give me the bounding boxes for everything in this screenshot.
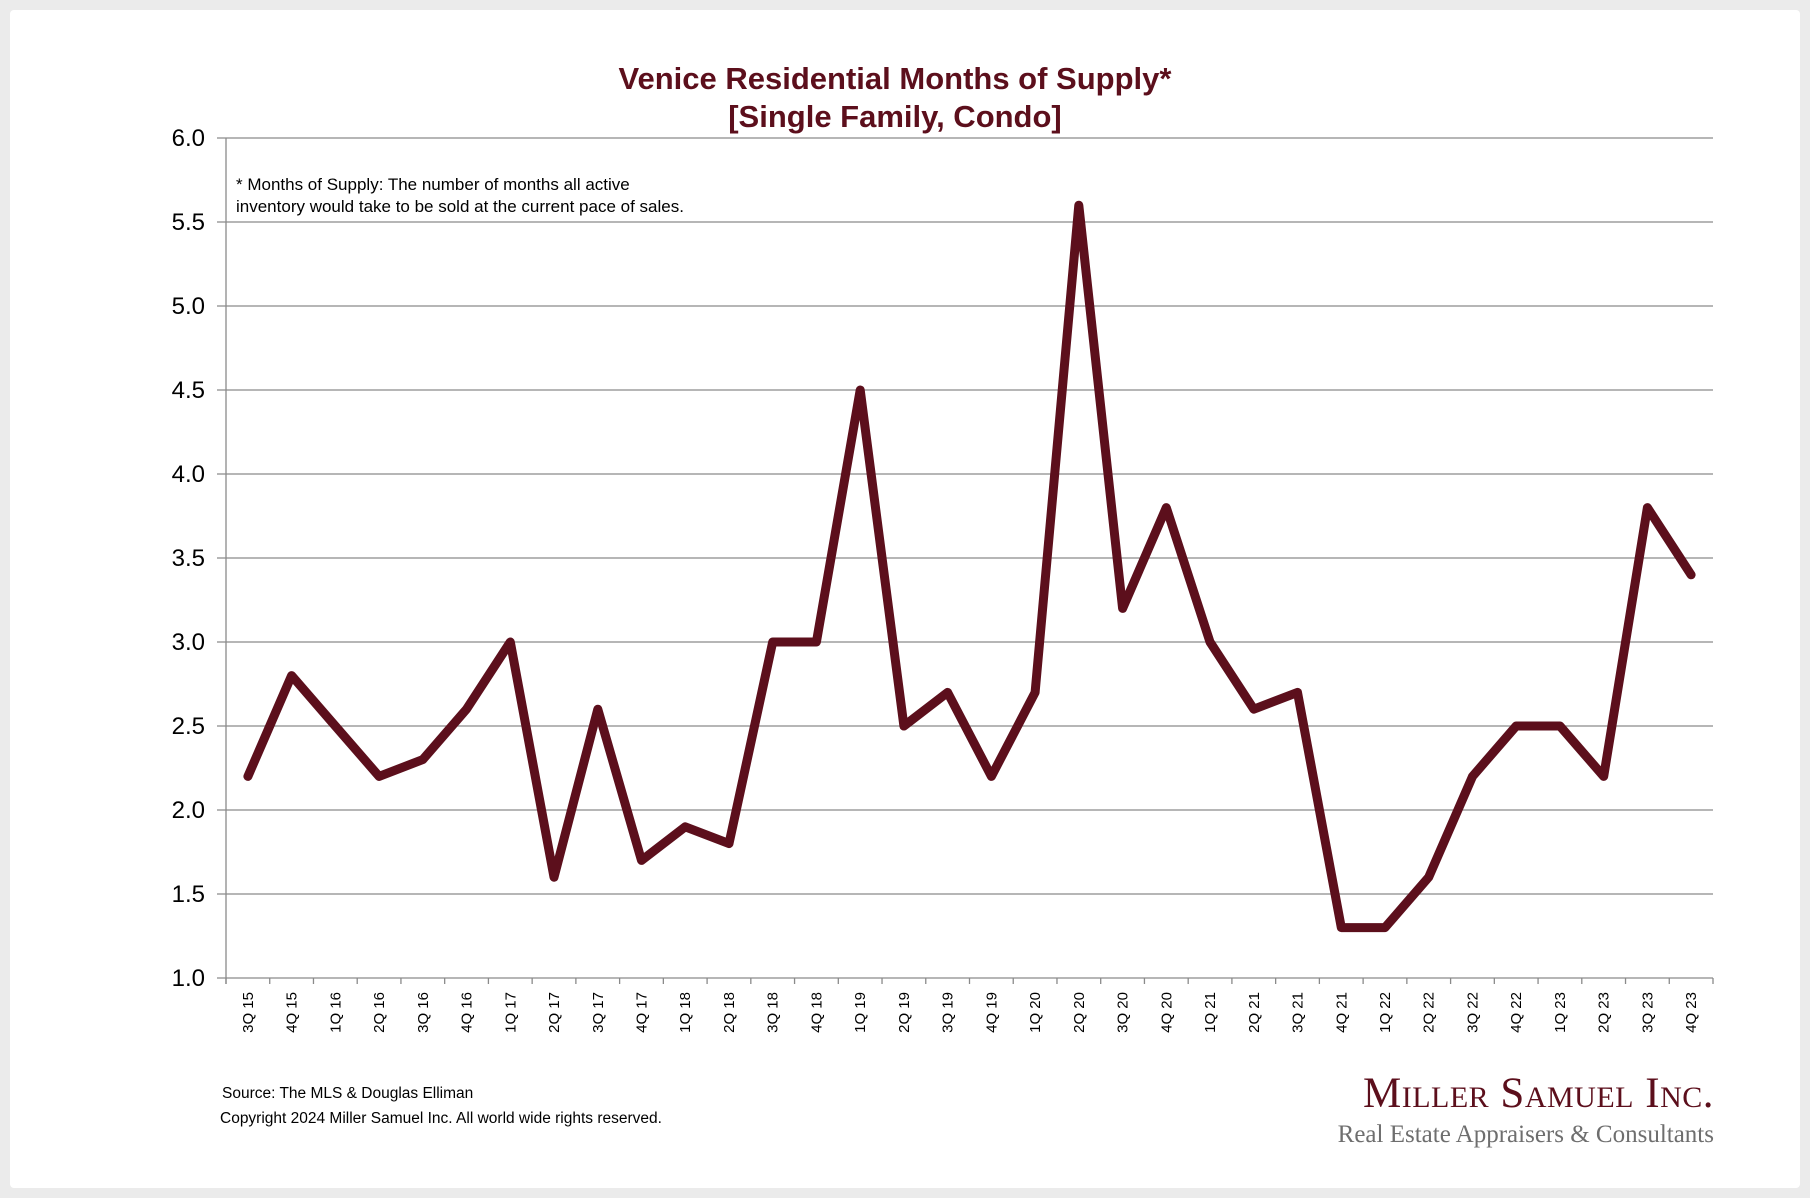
y-tick-label: 5.0 [172, 293, 205, 320]
x-tick-label: 1Q 20 [1027, 992, 1044, 1033]
x-axis: 3Q 15 4Q 15 1Q 16 2Q 16 3Q 16 4Q 16 1Q 17 2Q 17… [225, 978, 1714, 1033]
x-tick-label: 2Q 21 [1246, 992, 1263, 1033]
x-tick-label: 3Q 22 [1464, 992, 1481, 1033]
y-tick-label: 1.0 [172, 965, 205, 992]
series-layer [243, 200, 1696, 933]
chart-subtitle: [Single Family, Condo] [728, 99, 1062, 134]
x-tick-label: 2Q 17 [546, 992, 563, 1033]
x-tick-label: 1Q 17 [502, 992, 519, 1033]
x-tick-label: 2Q 16 [371, 992, 388, 1033]
x-tick-label: 4Q 17 [633, 992, 650, 1033]
company-logo: Miller Samuel Inc. Real Estate Appraiser… [1338, 1070, 1714, 1152]
x-tick-label: 3Q 19 [940, 992, 957, 1033]
x-tick-label: 1Q 18 [677, 992, 694, 1033]
x-tick-label: 4Q 20 [1158, 992, 1175, 1033]
x-tick-label: 4Q 19 [983, 992, 1000, 1033]
x-tick-label: 4Q 15 [284, 992, 301, 1033]
x-tick-label: 4Q 21 [1333, 992, 1350, 1033]
months-of-supply-note: * Months of Supply: The number of months… [236, 174, 684, 218]
y-tick-label: 5.5 [172, 209, 205, 236]
x-tick-label: 2Q 19 [896, 992, 913, 1033]
source-text: Source: The MLS & Douglas Elliman [222, 1085, 474, 1102]
y-tick-label: 3.0 [172, 629, 205, 656]
y-tick-label: 2.0 [172, 797, 205, 824]
x-tick-label: 1Q 23 [1552, 992, 1569, 1033]
x-tick-label: 2Q 23 [1596, 992, 1613, 1033]
y-tick-label: 4.0 [172, 461, 205, 488]
note-line-1: * Months of Supply: The number of months… [236, 175, 630, 194]
x-tick-label: 1Q 19 [852, 992, 869, 1033]
copyright-text: Copyright 2024 Miller Samuel Inc. All wo… [220, 1110, 662, 1127]
y-tick-label: 2.5 [172, 713, 205, 740]
note-line-2: inventory would take to be sold at the c… [236, 197, 684, 216]
y-tick-label: 1.5 [172, 881, 205, 908]
x-tick-label: 2Q 22 [1421, 992, 1438, 1033]
y-tick-label: 4.5 [172, 377, 205, 404]
logo-tagline: Real Estate Appraisers & Consultants [1337, 1121, 1714, 1148]
gridlines [217, 137, 1713, 979]
x-tick-label: 2Q 20 [1071, 992, 1088, 1033]
x-tick-label: 3Q 18 [765, 992, 782, 1033]
x-tick-label: 3Q 21 [1290, 992, 1307, 1033]
x-tick-label: 4Q 16 [459, 992, 476, 1033]
x-tick-label: 3Q 16 [415, 992, 432, 1033]
series-line [243, 200, 1696, 933]
x-tick-label: 4Q 23 [1683, 992, 1700, 1033]
x-tick-label: 1Q 16 [327, 992, 344, 1033]
x-tick-label: 1Q 22 [1377, 992, 1394, 1033]
x-tick-label: 4Q 18 [808, 992, 825, 1033]
chart-title: Venice Residential Months of Supply* [618, 61, 1172, 96]
x-tick-label: 4Q 22 [1508, 992, 1525, 1033]
logo-name: Miller Samuel Inc. [1362, 1070, 1714, 1117]
x-tick-label: 3Q 23 [1639, 992, 1656, 1033]
x-tick-label: 2Q 18 [721, 992, 738, 1033]
y-tick-label: 6.0 [172, 125, 205, 152]
x-tick-label: 3Q 17 [590, 992, 607, 1033]
x-tick-label: 3Q 15 [240, 992, 257, 1033]
x-tick-label: 3Q 20 [1115, 992, 1132, 1033]
y-tick-label: 3.5 [172, 545, 205, 572]
x-tick-label: 1Q 21 [1202, 992, 1219, 1033]
chart-panel: Venice Residential Months of Supply* [Si… [10, 10, 1800, 1188]
y-axis: 1.0 1.5 2.0 2.5 3.0 3.5 4.0 4.5 5.0 5.5 6.0 [172, 125, 227, 992]
